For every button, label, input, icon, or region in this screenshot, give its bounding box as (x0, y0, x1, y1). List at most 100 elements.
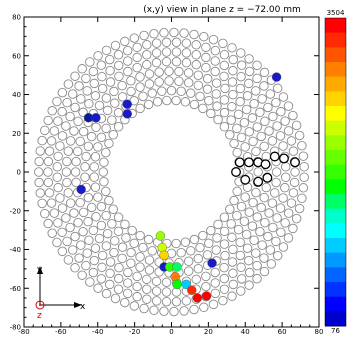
detector-cell (34, 177, 44, 188)
detector-cell (193, 253, 204, 264)
detector-cell (233, 224, 244, 235)
outlined-cell (253, 176, 264, 187)
detector-cell (228, 279, 239, 290)
detector-cell (141, 59, 152, 70)
detector-cell (126, 258, 136, 268)
detector-cell (61, 121, 71, 131)
detector-cell (249, 235, 259, 246)
detector-cell (259, 67, 270, 78)
chart-title: (x,y) view in plane z = −72.00 mm (143, 5, 301, 15)
detector-cell (110, 40, 121, 51)
detector-cell (120, 297, 130, 308)
detector-cell (171, 238, 181, 249)
detector-cell (82, 86, 92, 96)
detector-cell (34, 156, 44, 167)
detector-cell (113, 212, 124, 222)
z-axis-symbol (35, 300, 45, 310)
x-tick-label: 40 (241, 328, 250, 334)
detector-cell (240, 142, 250, 152)
detector-cell (183, 266, 194, 276)
detector-cell (286, 136, 297, 146)
detector-cell (104, 54, 115, 65)
detector-cell (251, 248, 261, 258)
detector-cell (88, 66, 99, 77)
detector-cell (72, 146, 83, 157)
detector-cell (101, 123, 111, 134)
detector-cell (85, 57, 95, 67)
detector-cell (35, 188, 46, 198)
colorbar-segment (325, 150, 346, 166)
detector-cell (212, 101, 222, 111)
detector-cell (220, 83, 230, 94)
colorbar-segment (325, 47, 346, 63)
detector-cell (201, 62, 211, 73)
detector-cell (152, 97, 163, 107)
detector-cell (161, 287, 172, 297)
detector-cell (252, 73, 262, 84)
detector-cell (227, 257, 238, 267)
detector-cell (144, 265, 155, 275)
detector-cell (47, 228, 57, 238)
detector-cell (81, 151, 91, 162)
detector-cell (227, 43, 237, 53)
detector-cell (114, 71, 124, 82)
detector-cell (107, 219, 117, 229)
detector-cell (96, 201, 107, 212)
detector-cell (248, 197, 258, 208)
detector-cell (78, 226, 88, 237)
detector-cell (259, 253, 269, 263)
detector-cell (144, 255, 155, 265)
detector-cell (242, 91, 253, 101)
detector-cell (123, 278, 133, 288)
detector-cell (74, 81, 84, 91)
detector-cell (264, 126, 274, 136)
detector-cell (261, 182, 271, 193)
detector-cell (171, 95, 181, 106)
detector-cell (232, 147, 242, 158)
detector-cell (276, 227, 286, 238)
detector-cell (244, 267, 255, 278)
detector-cell (297, 141, 307, 151)
detector-cell (263, 102, 273, 113)
detector-cell (180, 97, 191, 107)
hit-cell (170, 271, 180, 282)
detector-cell (154, 67, 164, 77)
y-tick-label: -40 (10, 246, 21, 254)
detector-cell (244, 54, 254, 64)
detector-cell (212, 233, 222, 243)
colorbar-frame (324, 17, 347, 327)
detector-cell (239, 216, 250, 226)
detector-cell (289, 177, 300, 188)
detector-cell (98, 167, 109, 177)
detector-cell (171, 47, 182, 57)
detector-cell (180, 237, 191, 247)
x-tick-label: 60 (278, 328, 287, 334)
detector-cell (176, 86, 186, 97)
detector-cell (67, 245, 78, 255)
detector-cell (90, 243, 101, 253)
detector-cell (218, 295, 228, 306)
detector-cell (291, 120, 302, 131)
detector-cell (149, 28, 159, 39)
detector-cell (280, 218, 290, 228)
outlined-cell (262, 172, 273, 183)
detector-cell (236, 60, 247, 70)
colorbar-max-label: 3504 (327, 9, 345, 17)
detector-cell (189, 234, 200, 245)
detector-cell (142, 284, 152, 295)
detector-cell (65, 111, 75, 122)
detector-cell (189, 99, 200, 110)
detector-cell (171, 296, 182, 307)
detector-cell (290, 167, 300, 177)
colorbar-segment (325, 208, 346, 224)
detector-cell (283, 126, 294, 136)
detector-cell (256, 131, 266, 142)
detector-cell (65, 136, 76, 146)
detector-cell (272, 121, 282, 131)
detector-cell (219, 239, 230, 249)
detector-cell (129, 33, 140, 43)
detector-cell (211, 89, 221, 99)
detector-cell (40, 125, 50, 136)
detector-cell (198, 103, 208, 114)
